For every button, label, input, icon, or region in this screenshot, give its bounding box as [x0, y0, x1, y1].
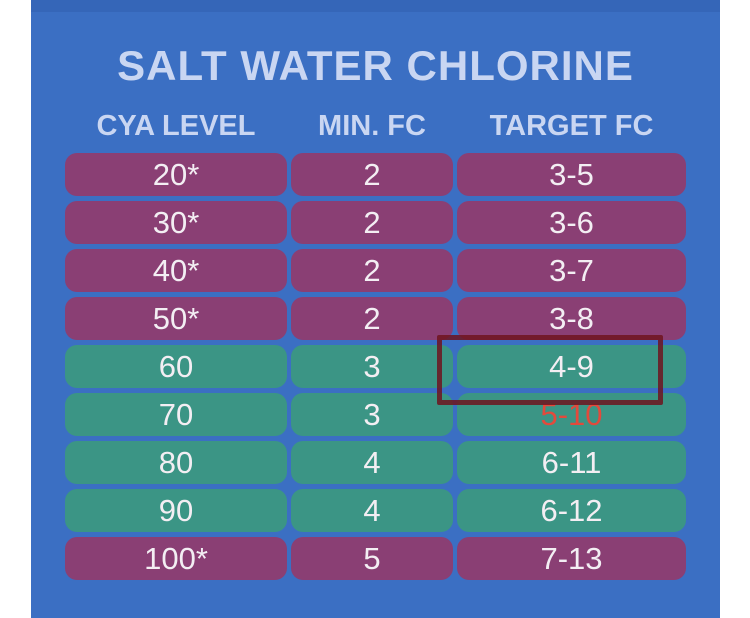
- cell-cya: 40*: [65, 249, 287, 292]
- cell-target-fc: 6-12: [457, 489, 686, 532]
- cell-min-fc: 4: [291, 489, 453, 532]
- cell-min-fc: 4: [291, 441, 453, 484]
- table-row: 60 3 4-9: [31, 345, 720, 389]
- cell-target-fc: 3-8: [457, 297, 686, 340]
- cell-cya: 60: [65, 345, 287, 388]
- cell-min-fc: 2: [291, 249, 453, 292]
- cell-cya: 70: [65, 393, 287, 436]
- table-row: 50* 2 3-8: [31, 297, 720, 341]
- table-row: 40* 2 3-7: [31, 249, 720, 293]
- cell-target-fc: 7-13: [457, 537, 686, 580]
- header-target-fc: TARGET FC: [489, 110, 654, 142]
- cell-cya: 30*: [65, 201, 287, 244]
- table-row: 80 4 6-11: [31, 441, 720, 485]
- cell-min-fc: 5: [291, 537, 453, 580]
- table-row: 30* 2 3-6: [31, 201, 720, 245]
- cell-min-fc: 3: [291, 345, 453, 388]
- cell-target-fc: 3-5: [457, 153, 686, 196]
- table-row: 90 4 6-12: [31, 489, 720, 533]
- cell-cya: 50*: [65, 297, 287, 340]
- cell-cya: 100*: [65, 537, 287, 580]
- cell-min-fc: 2: [291, 297, 453, 340]
- table-row: 100* 5 7-13: [31, 537, 720, 581]
- chlorine-chart-panel: SALT WATER CHLORINE CYA LEVEL MIN. FC TA…: [31, 0, 720, 618]
- cell-cya: 80: [65, 441, 287, 484]
- cell-min-fc: 2: [291, 153, 453, 196]
- cell-target-fc: 3-6: [457, 201, 686, 244]
- cell-cya: 90: [65, 489, 287, 532]
- cell-target-fc: 6-11: [457, 441, 686, 484]
- cell-target-fc: 4-9: [457, 345, 686, 388]
- cell-min-fc: 2: [291, 201, 453, 244]
- header-cya-level: CYA LEVEL: [96, 110, 256, 142]
- table-row: 20* 2 3-5: [31, 153, 720, 197]
- cell-min-fc: 3: [291, 393, 453, 436]
- panel-top-edge: [31, 0, 720, 12]
- cell-cya: 20*: [65, 153, 287, 196]
- header-min-fc: MIN. FC: [318, 110, 426, 142]
- chart-title: SALT WATER CHLORINE: [117, 42, 634, 89]
- highlight-annotation-box: [437, 335, 663, 405]
- cell-target-fc: 3-7: [457, 249, 686, 292]
- column-headers: CYA LEVEL MIN. FC TARGET FC: [31, 110, 720, 146]
